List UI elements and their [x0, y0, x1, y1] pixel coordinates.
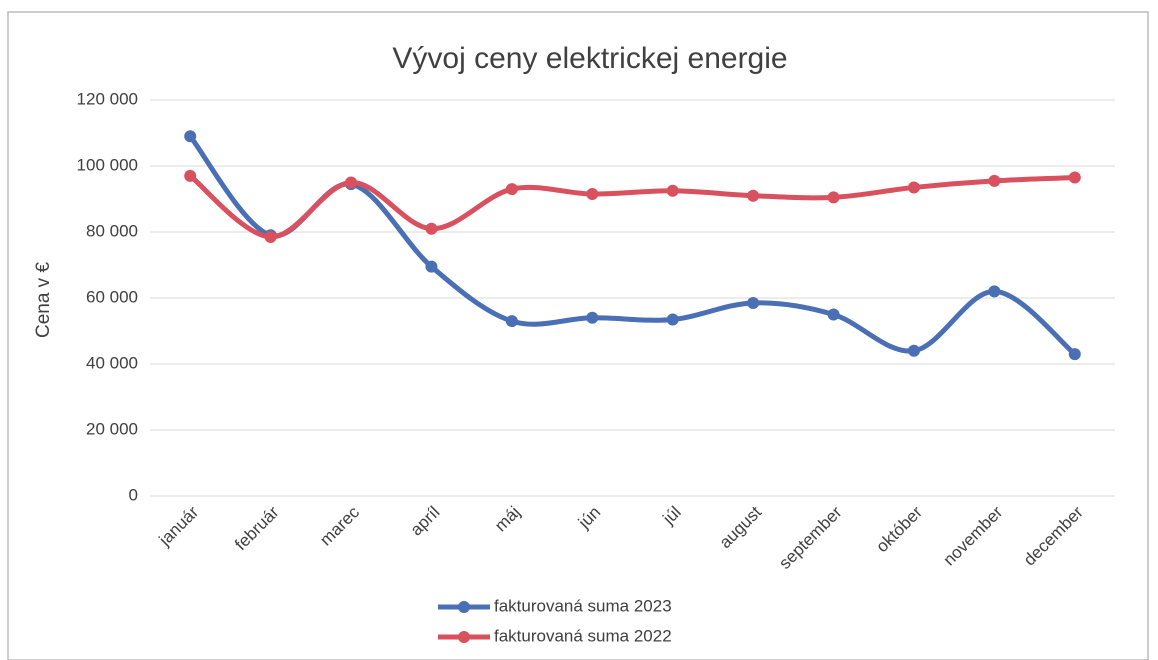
- marker: [1068, 171, 1081, 184]
- legend-marker: [458, 631, 470, 643]
- marker: [827, 191, 840, 204]
- legend-marker: [458, 601, 470, 613]
- y-tick-label: 20 000: [86, 419, 138, 438]
- marker: [666, 184, 679, 197]
- legend-label: fakturovaná suma 2023: [494, 596, 672, 615]
- marker: [345, 176, 358, 189]
- chart-frame: [7, 11, 1149, 660]
- marker: [505, 315, 518, 328]
- y-tick-label: 120 000: [77, 89, 138, 108]
- y-axis-label: Cena v €: [33, 262, 54, 338]
- marker: [666, 313, 679, 326]
- marker: [747, 296, 760, 309]
- marker: [586, 188, 599, 201]
- marker: [747, 189, 760, 202]
- marker: [907, 181, 920, 194]
- marker: [264, 230, 277, 243]
- y-tick-label: 0: [129, 485, 138, 504]
- marker: [1068, 348, 1081, 361]
- marker: [988, 285, 1001, 298]
- y-tick-label: 60 000: [86, 287, 138, 306]
- marker: [425, 260, 438, 273]
- y-tick-label: 80 000: [86, 221, 138, 240]
- legend-label: fakturovaná suma 2022: [494, 626, 672, 645]
- marker: [425, 222, 438, 235]
- y-tick-label: 100 000: [77, 155, 138, 174]
- marker: [184, 130, 197, 143]
- marker: [586, 311, 599, 324]
- y-tick-label: 40 000: [86, 353, 138, 372]
- marker: [907, 344, 920, 357]
- marker: [505, 183, 518, 196]
- marker: [988, 174, 1001, 187]
- chart-title: Vývoj ceny elektrickej energie: [392, 42, 787, 75]
- marker: [827, 308, 840, 321]
- marker: [184, 169, 197, 182]
